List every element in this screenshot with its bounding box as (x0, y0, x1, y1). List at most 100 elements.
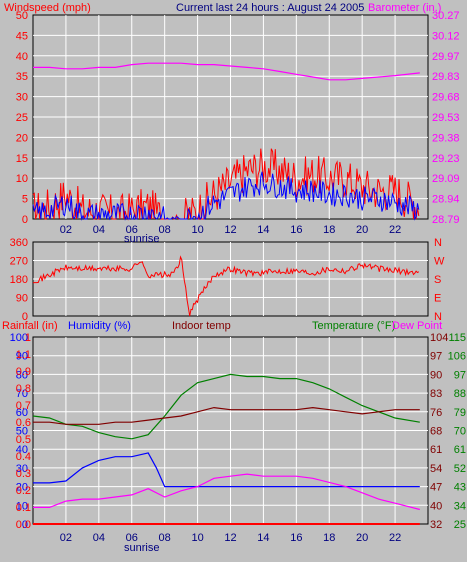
temp-tick-label: 104 (430, 332, 448, 344)
baro-tick-label: 30.27 (432, 10, 460, 22)
wind-tick-label: 30 (16, 92, 28, 104)
rain-tick-label: 1 (25, 332, 31, 344)
dir-tick-label: 360 (10, 237, 28, 249)
dew-point-line (33, 473, 420, 511)
rain-tick-label: 0.3 (16, 468, 31, 480)
temp-tick-label: 54 (430, 463, 442, 475)
wind-tick-label: 0 (22, 214, 28, 226)
x-tick-label: 20 (356, 532, 368, 544)
wind-tick-label: 35 (16, 71, 28, 83)
indoor-label: Indoor temp (172, 320, 231, 332)
wind-title: Windspeed (mph) (4, 2, 91, 14)
baro-tick-label: 28.94 (432, 194, 460, 206)
humidity-tick-label: 90 (16, 351, 28, 363)
temp-tick-label: 83 (430, 388, 442, 400)
baro-tick-label: 29.09 (432, 173, 460, 185)
wind-tick-label: 50 (16, 10, 28, 22)
dewpoint-tick-label: 97 (454, 369, 466, 381)
humidity-tick-label: 10 (16, 500, 28, 512)
temperature-f-line (32, 373, 420, 440)
temp-tick-label: 40 (430, 500, 442, 512)
dewpoint-tick-label: 79 (454, 407, 466, 419)
x-tick-label: 16 (290, 224, 302, 236)
baro-tick-label: 30.12 (432, 30, 460, 42)
temp-tick-label: 97 (430, 351, 442, 363)
x-tick-label: 18 (323, 532, 335, 544)
humidity-tick-label: 50 (16, 426, 28, 438)
x-tick-label: 22 (389, 532, 401, 544)
dewpoint-tick-label: 43 (454, 482, 466, 494)
x-tick-label: 08 (159, 224, 171, 236)
dir-tick-label: 0 (22, 311, 28, 323)
humidity-tick-label: 100 (10, 332, 28, 344)
dir-tick-label: 270 (10, 256, 28, 268)
baro-tick-label: 29.38 (432, 132, 460, 144)
gust-line (32, 171, 420, 221)
humidity-tick-label: 20 (16, 482, 28, 494)
x-tick-label: 02 (60, 224, 72, 236)
humidity-label: Humidity (%) (68, 320, 131, 332)
sunrise-label-2: sunrise (124, 542, 159, 554)
x-tick-label: 20 (356, 224, 368, 236)
x-tick-label: 06 (126, 532, 138, 544)
rain-tick-label: 0.4 (16, 451, 31, 463)
wind-tick-label: 15 (16, 153, 28, 165)
wind-tick-label: 5 (22, 194, 28, 206)
wind-tick-label: 10 (16, 173, 28, 185)
x-tick-label: 08 (159, 532, 171, 544)
dewpoint-tick-label: 34 (454, 500, 466, 512)
rain-tick-label: 0.5 (16, 434, 31, 446)
dewpoint-tick-label: 115 (448, 332, 466, 344)
rain-tick-label: 0.2 (16, 485, 31, 497)
wind-tick-label: 45 (16, 30, 28, 42)
baro-tick-label: 29.23 (432, 153, 460, 165)
rain-tick-label: 1.1 (16, 349, 31, 361)
sunrise-label-1: sunrise (124, 233, 159, 245)
baro-tick-label: 29.53 (432, 112, 460, 124)
dir-tick-label: 180 (10, 274, 28, 286)
compass-tick-label: N (434, 237, 442, 249)
temp-tick-label: 90 (430, 369, 442, 381)
barometer-line (33, 62, 420, 81)
baro-tick-label: 29.68 (432, 92, 460, 104)
rain-tick-label: 0.9 (16, 366, 31, 378)
humidity-tick-label: 80 (16, 369, 28, 381)
dewpoint-tick-label: 52 (454, 463, 466, 475)
x-tick-label: 14 (257, 224, 269, 236)
rain-tick-label: 0.7 (16, 400, 31, 412)
baro-title: Barometer (in.) (368, 2, 441, 14)
temp-tick-label: 68 (430, 426, 442, 438)
compass-tick-label: E (434, 293, 441, 305)
x-tick-label: 14 (257, 532, 269, 544)
baro-tick-label: 29.83 (432, 71, 460, 83)
compass-tick-label: N (434, 311, 442, 323)
temp-tick-label: 61 (430, 444, 442, 456)
temp-tick-label: 47 (430, 482, 442, 494)
baro-tick-label: 28.79 (432, 214, 460, 226)
humidity-tick-label: 30 (16, 463, 28, 475)
rain-tick-label: 0.8 (16, 383, 31, 395)
direction-line (32, 255, 420, 317)
compass-tick-label: S (434, 274, 441, 286)
wind-tick-label: 25 (16, 112, 28, 124)
rain-tick-label: 0.0 (16, 519, 31, 531)
x-tick-label: 12 (224, 532, 236, 544)
x-tick-label: 06 (126, 224, 138, 236)
dew-label: Dew Point (392, 320, 442, 332)
temp-label: Temperature (°F) (312, 320, 395, 332)
compass-tick-label: W (434, 256, 445, 268)
humidity-tick-label: 70 (16, 388, 28, 400)
dir-tick-label: 90 (16, 293, 28, 305)
x-tick-label: 10 (191, 532, 203, 544)
x-tick-label: 02 (60, 532, 72, 544)
dewpoint-tick-label: 61 (454, 444, 466, 456)
wind-tick-label: 20 (16, 132, 28, 144)
center-title: Current last 24 hours : August 24 2005 (176, 2, 364, 14)
humidity-tick-label: 40 (16, 444, 28, 456)
dewpoint-tick-label: 70 (454, 426, 466, 438)
x-tick-label: 04 (93, 224, 105, 236)
baro-tick-label: 29.97 (432, 51, 460, 63)
humidity-tick-label: 60 (16, 407, 28, 419)
rain-tick-label: 0.6 (16, 417, 31, 429)
